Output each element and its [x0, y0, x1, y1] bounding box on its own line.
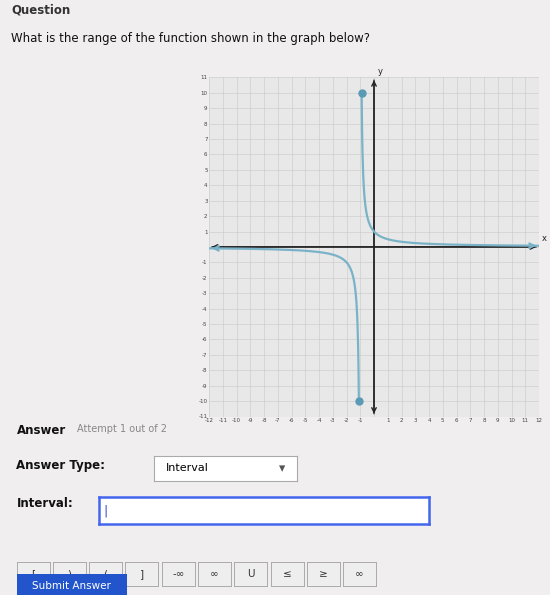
Text: Interval: Interval	[166, 464, 208, 473]
Text: x: x	[542, 234, 547, 243]
Text: Attempt 1 out of 2: Attempt 1 out of 2	[77, 424, 167, 434]
Text: Submit Answer: Submit Answer	[32, 581, 111, 591]
Text: ): )	[67, 569, 72, 579]
Text: What is the range of the function shown in the graph below?: What is the range of the function shown …	[11, 32, 370, 45]
Text: ≥: ≥	[319, 569, 328, 579]
Text: Answer Type:: Answer Type:	[16, 459, 106, 472]
Text: -∞: -∞	[172, 569, 184, 579]
Text: [: [	[31, 569, 35, 579]
Text: (: (	[103, 569, 108, 579]
Text: Question: Question	[11, 4, 70, 17]
Text: ▾: ▾	[279, 462, 285, 475]
Text: U: U	[247, 569, 255, 579]
Text: ≤: ≤	[283, 569, 292, 579]
Text: Answer: Answer	[16, 424, 66, 437]
Text: ∞: ∞	[210, 569, 219, 579]
Text: y: y	[378, 67, 383, 76]
Text: ]: ]	[140, 569, 144, 579]
Text: |: |	[103, 504, 107, 517]
Text: ∞: ∞	[355, 569, 364, 579]
Text: Interval:: Interval:	[16, 497, 73, 510]
